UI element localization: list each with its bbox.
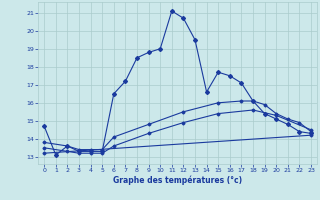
X-axis label: Graphe des températures (°c): Graphe des températures (°c) [113,176,242,185]
